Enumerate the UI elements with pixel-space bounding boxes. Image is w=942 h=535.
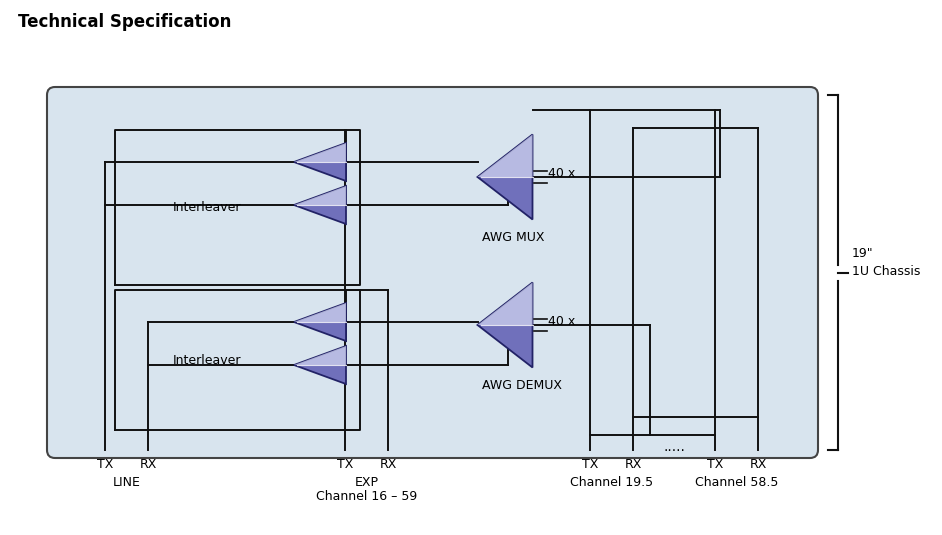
Polygon shape xyxy=(294,143,346,162)
Text: AWG DEMUX: AWG DEMUX xyxy=(482,379,562,392)
Text: Channel 16 – 59: Channel 16 – 59 xyxy=(316,491,417,503)
Polygon shape xyxy=(294,303,346,341)
Polygon shape xyxy=(294,186,346,224)
Text: Channel 19.5: Channel 19.5 xyxy=(570,477,653,490)
Text: Interleaver: Interleaver xyxy=(173,201,242,214)
Text: RX: RX xyxy=(749,458,767,471)
Polygon shape xyxy=(294,143,346,181)
Text: TX: TX xyxy=(582,458,598,471)
Text: RX: RX xyxy=(625,458,642,471)
Polygon shape xyxy=(478,282,532,368)
Text: Interleaver: Interleaver xyxy=(173,354,242,366)
Text: RX: RX xyxy=(139,458,156,471)
Text: TX: TX xyxy=(706,458,723,471)
Text: 40 x: 40 x xyxy=(548,315,576,327)
FancyBboxPatch shape xyxy=(47,87,818,458)
Text: Technical Specification: Technical Specification xyxy=(18,13,232,31)
Polygon shape xyxy=(294,303,346,322)
Text: EXP: EXP xyxy=(354,477,379,490)
Text: Channel 58.5: Channel 58.5 xyxy=(695,477,778,490)
Text: 40 x: 40 x xyxy=(548,166,576,180)
Text: 19"
1U Chassis: 19" 1U Chassis xyxy=(852,247,920,278)
Polygon shape xyxy=(478,134,532,219)
Polygon shape xyxy=(478,282,532,325)
Text: AWG MUX: AWG MUX xyxy=(482,231,545,244)
Polygon shape xyxy=(478,134,532,177)
Text: TX: TX xyxy=(337,458,353,471)
Text: TX: TX xyxy=(97,458,113,471)
Text: LINE: LINE xyxy=(112,477,140,490)
Polygon shape xyxy=(294,186,346,205)
Text: .....: ..... xyxy=(663,440,685,454)
Polygon shape xyxy=(294,346,346,365)
Text: RX: RX xyxy=(380,458,397,471)
Polygon shape xyxy=(294,346,346,384)
